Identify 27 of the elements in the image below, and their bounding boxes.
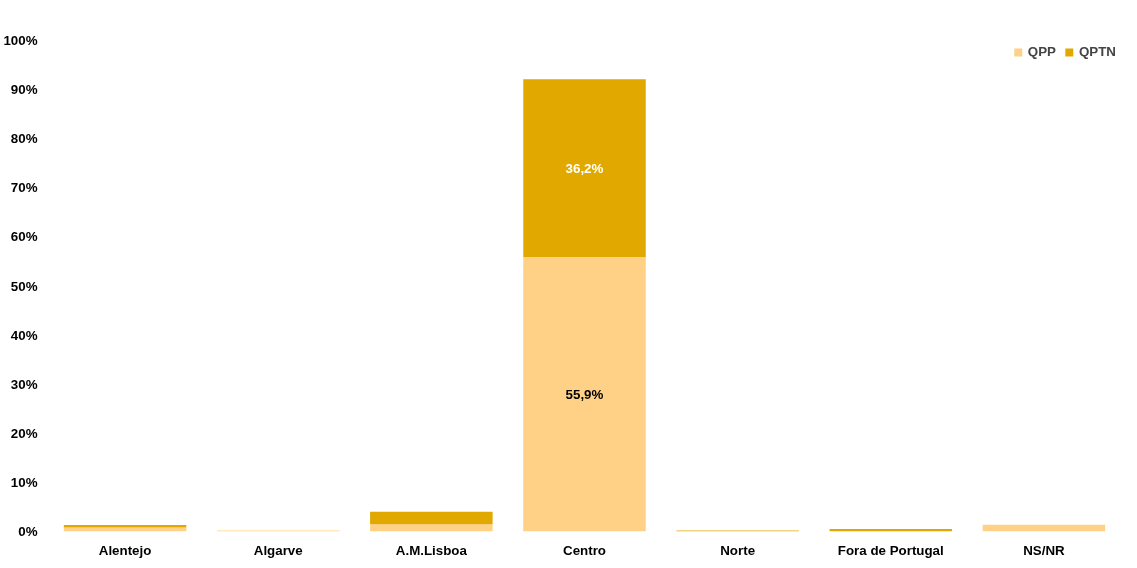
y-tick-label: 50% bbox=[10, 278, 38, 294]
x-tick-label: NS/NR bbox=[1023, 542, 1066, 558]
bar bbox=[370, 511, 493, 525]
legend-label: QPP bbox=[1027, 44, 1056, 59]
x-tick-label: Alentejo bbox=[98, 542, 152, 558]
x-tick-label: A.M.Lisboa bbox=[395, 542, 468, 558]
bar bbox=[63, 525, 187, 528]
y-tick-label: 90% bbox=[10, 82, 38, 98]
bar bbox=[523, 79, 646, 258]
y-tick-label: 60% bbox=[10, 229, 38, 245]
legend-label: QPTN bbox=[1078, 44, 1116, 59]
x-tick-label: Fora de Portugal bbox=[837, 542, 944, 558]
y-tick-label: 100% bbox=[3, 33, 38, 48]
y-tick-label: 80% bbox=[10, 131, 38, 147]
data-label: 36,2% bbox=[565, 160, 604, 176]
y-tick-label: 30% bbox=[10, 376, 38, 392]
bar bbox=[370, 524, 493, 532]
y-tick-label: 20% bbox=[10, 425, 38, 441]
y-tick-label: 40% bbox=[10, 327, 38, 343]
x-tick-label: Algarve bbox=[253, 542, 303, 558]
y-tick-label: 70% bbox=[10, 180, 38, 196]
y-tick-label: 0% bbox=[18, 524, 38, 539]
y-tick-label: 10% bbox=[10, 474, 38, 490]
bar bbox=[523, 257, 646, 532]
data-label: 55,9% bbox=[565, 386, 604, 402]
x-tick-label: Norte bbox=[720, 542, 756, 558]
x-tick-label: Centro bbox=[563, 542, 606, 558]
